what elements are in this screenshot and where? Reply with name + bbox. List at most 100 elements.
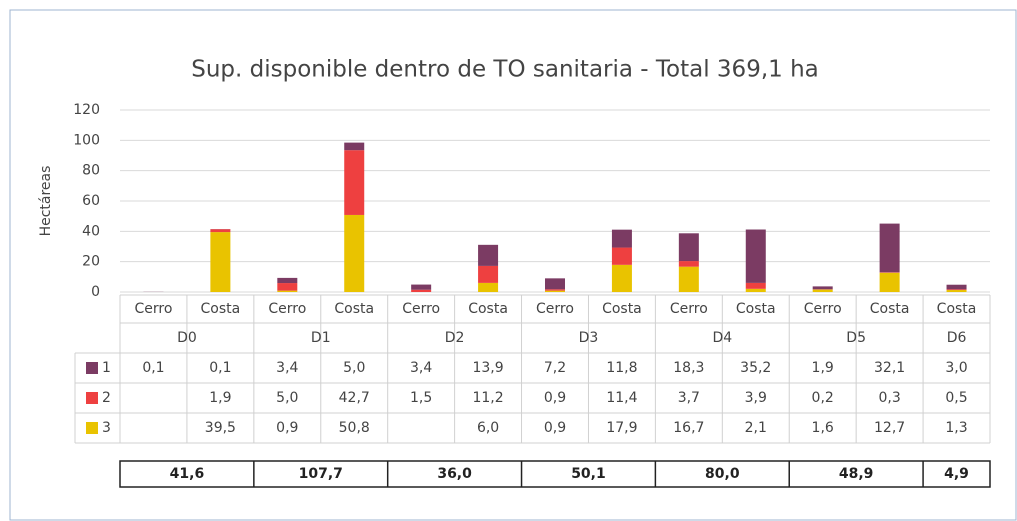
bar-segment	[545, 290, 565, 292]
category-label: Costa	[602, 301, 642, 317]
bar-segment	[611, 247, 632, 265]
bar-segment	[344, 150, 365, 215]
value-label: 50,8	[339, 420, 370, 436]
y-tick-label: 20	[82, 254, 100, 270]
value-label: 39,5	[205, 420, 236, 436]
bar-segment	[478, 282, 499, 292]
category-label: Costa	[334, 301, 374, 317]
y-tick-label: 40	[82, 223, 100, 239]
value-label: 1,9	[812, 360, 834, 376]
bar-segment	[812, 289, 833, 292]
value-label: 35,2	[740, 360, 771, 376]
group-total: 80,0	[705, 466, 740, 482]
group-label: D5	[846, 330, 866, 346]
legend-swatch	[86, 392, 98, 404]
chart-title: Sup. disponible dentro de TO sanitaria -…	[191, 57, 819, 83]
category-label: Costa	[937, 301, 977, 317]
value-label: 0,5	[945, 390, 967, 406]
value-label: 11,4	[606, 390, 637, 406]
value-label: 0,9	[544, 420, 566, 436]
value-label: 16,7	[673, 420, 704, 436]
bar-segment	[745, 282, 766, 289]
bar-segment	[946, 290, 967, 292]
bar-segment	[277, 290, 298, 292]
y-tick-label: 80	[82, 163, 100, 179]
legend-swatch	[86, 362, 98, 374]
group-label: D6	[947, 330, 967, 346]
value-label: 0,1	[209, 360, 231, 376]
bar-segment	[745, 229, 766, 283]
value-label: 1,6	[812, 420, 834, 436]
value-label: 7,2	[544, 360, 566, 376]
value-label: 0,9	[544, 390, 566, 406]
category-label: Costa	[870, 301, 910, 317]
y-tick-label: 0	[91, 284, 100, 300]
bar-segment	[277, 277, 298, 284]
bar-segment	[478, 265, 499, 283]
legend-label: 2	[102, 390, 111, 406]
bar-segment	[879, 272, 900, 292]
category-label: Costa	[201, 301, 241, 317]
group-label: D3	[579, 330, 599, 346]
bar-segment	[946, 284, 967, 290]
group-total: 107,7	[299, 466, 343, 482]
totals-box	[119, 460, 991, 488]
bar-segment	[678, 261, 699, 267]
y-tick-label: 100	[73, 132, 100, 148]
frame	[9, 9, 1017, 521]
category-label: Cerro	[135, 301, 173, 317]
bar-segment	[545, 289, 565, 291]
group-total: 50,1	[571, 466, 606, 482]
group-label: D1	[311, 330, 331, 346]
legend-label: 3	[102, 420, 111, 436]
bar-segment	[411, 284, 432, 290]
bar-segment	[812, 286, 833, 290]
bar-segment	[745, 288, 766, 292]
y-axis-label: Hectáreas	[38, 166, 54, 237]
group-total: 41,6	[170, 466, 205, 482]
bar-segment	[545, 278, 565, 290]
legend-label: 1	[102, 360, 111, 376]
bar-segment	[210, 229, 231, 233]
category-label: Cerro	[670, 301, 708, 317]
category-label: Cerro	[804, 301, 842, 317]
value-label: 0,3	[878, 390, 900, 406]
bar-segment	[611, 264, 632, 292]
category-label: Cerro	[402, 301, 440, 317]
value-label: 1,9	[209, 390, 231, 406]
value-label: 18,3	[673, 360, 704, 376]
value-label: 17,9	[606, 420, 637, 436]
group-total: 36,0	[437, 466, 472, 482]
legend-swatch	[86, 422, 98, 434]
value-label: 5,0	[343, 360, 365, 376]
category-label: Costa	[468, 301, 508, 317]
value-label: 0,2	[812, 390, 834, 406]
bar-segment	[344, 142, 365, 151]
value-label: 3,7	[678, 390, 700, 406]
y-tick-label: 60	[82, 193, 100, 209]
value-label: 32,1	[874, 360, 905, 376]
value-label: 42,7	[339, 390, 370, 406]
bar-segment	[946, 289, 967, 291]
bar-segment	[678, 266, 699, 292]
group-total: 48,9	[839, 466, 874, 482]
group-label: D0	[177, 330, 197, 346]
y-tick-label: 120	[73, 102, 100, 118]
category-label: Cerro	[536, 301, 574, 317]
value-label: 6,0	[477, 420, 499, 436]
bar-segment	[411, 289, 432, 292]
value-label: 11,8	[606, 360, 637, 376]
value-label: 1,3	[945, 420, 967, 436]
bar-segment	[611, 229, 632, 248]
bar-segment	[210, 232, 231, 292]
value-label: 3,9	[745, 390, 767, 406]
bar-segment	[344, 214, 365, 292]
bar-segment	[678, 233, 699, 262]
bar-segment	[879, 223, 900, 273]
value-label: 2,1	[745, 420, 767, 436]
bar-segment	[277, 283, 298, 291]
value-label: 3,0	[945, 360, 967, 376]
value-label: 0,1	[142, 360, 164, 376]
category-label: Costa	[736, 301, 776, 317]
value-label: 5,0	[276, 390, 298, 406]
